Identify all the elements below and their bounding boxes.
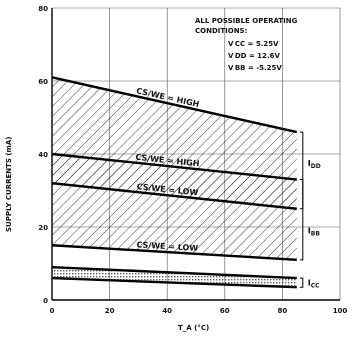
band-label-icc: ICC bbox=[308, 279, 320, 290]
condition-vcc: V CC = 5.25V bbox=[228, 40, 279, 48]
bracket-ibb bbox=[299, 179, 304, 261]
x-tick-label: 100 bbox=[333, 307, 348, 315]
x-tick-label: 60 bbox=[220, 307, 230, 315]
conditions-title-2: CONDITIONS: bbox=[195, 27, 248, 35]
band-ibb bbox=[52, 154, 297, 260]
curve-label-ibb-low: CS/WE = LOW bbox=[136, 240, 198, 253]
x-tick-label: 40 bbox=[162, 307, 172, 315]
x-tick-label: 0 bbox=[50, 307, 55, 315]
condition-vbb: V BB = -5.25V bbox=[228, 64, 282, 72]
y-axis-label: SUPPLY CURRENTS (mA) bbox=[5, 137, 13, 232]
x-tick-label: 80 bbox=[278, 307, 288, 315]
series-line-ibb-upper bbox=[51, 152, 297, 181]
y-tick-label: 80 bbox=[38, 5, 48, 13]
series-line-idd-upper bbox=[51, 76, 298, 134]
x-tick-label: 20 bbox=[105, 307, 115, 315]
bracket-icc bbox=[299, 277, 304, 288]
series-line-idd-lower bbox=[51, 182, 297, 210]
band-icc bbox=[52, 267, 297, 288]
condition-vdd: V DD = 12.6V bbox=[228, 52, 280, 60]
y-tick-label: 0 bbox=[43, 297, 48, 305]
series-line-icc-upper bbox=[51, 265, 297, 280]
conditions-title: ALL POSSIBLE OPERATING bbox=[195, 17, 298, 25]
y-tick-label: 60 bbox=[38, 78, 48, 86]
band-label-idd: IDD bbox=[308, 159, 321, 170]
series-line-icc-lower bbox=[51, 276, 297, 289]
axes bbox=[51, 8, 340, 301]
bracket-idd bbox=[299, 131, 304, 210]
x-axis-label: T_A (°C) bbox=[178, 324, 209, 332]
y-tick-label: 20 bbox=[38, 224, 48, 232]
tick-labels: 0 20 40 60 80 100 0 20 40 60 80 bbox=[38, 5, 347, 315]
band-label-ibb: IBB bbox=[308, 227, 321, 238]
conditions-box: ALL POSSIBLE OPERATING CONDITIONS: V CC … bbox=[195, 17, 298, 72]
band-lines bbox=[51, 76, 298, 289]
bands bbox=[52, 77, 297, 288]
y-tick-label: 40 bbox=[38, 151, 48, 159]
series-line-ibb-lower bbox=[51, 244, 297, 262]
